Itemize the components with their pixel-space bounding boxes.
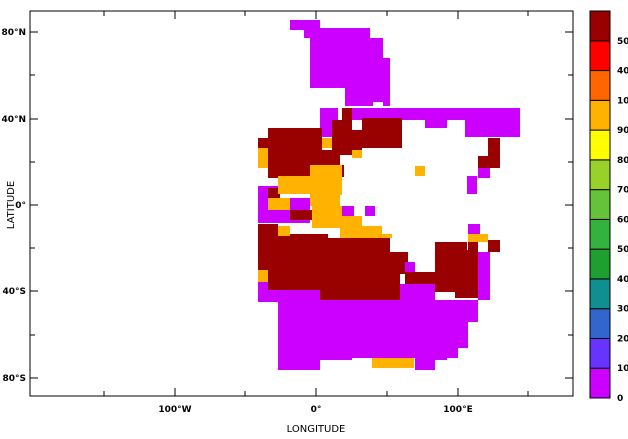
y-tick-label-80s: 80°S <box>2 374 26 384</box>
colorbar-label: 40 <box>617 275 628 285</box>
x-tick-label-100w: 100°W <box>158 405 191 415</box>
colorbar-labels: 0 10 20 30 40 50 60 70 80 90 100 400 500 <box>617 37 628 404</box>
violet-cells <box>258 20 520 234</box>
colorbar-label: 400 <box>617 67 628 77</box>
colorbar-label: 20 <box>617 334 628 344</box>
colorbar-label: 70 <box>617 186 628 196</box>
colorbar-label: 10 <box>617 364 628 374</box>
x-tick-label-0: 0° <box>311 405 322 415</box>
colorbar-box <box>589 40 611 72</box>
colorbar-label: 90 <box>617 126 628 136</box>
y-ticks <box>30 31 573 379</box>
x-tick-label-100e: 100°E <box>443 405 472 415</box>
y-tick-labels: 80°N 40°N 0° 40°S 80°S <box>1 28 26 384</box>
colorbar-box <box>589 308 611 339</box>
colorbar-box <box>589 159 611 191</box>
colorbar-label: 80 <box>617 156 628 166</box>
colorbar-box <box>589 367 611 399</box>
colorbar-label: 500 <box>617 37 628 47</box>
x-tick-labels: 100°W 0° 100°E <box>158 405 472 415</box>
data-grid <box>258 20 520 370</box>
colorbar-box <box>589 10 611 42</box>
x-ticks <box>103 11 529 396</box>
colorbar-boxes <box>589 10 611 399</box>
x-axis-title: LONGITUDE <box>287 424 346 435</box>
colorbar-box <box>589 248 611 280</box>
y-axis-title: LATITUDE <box>6 181 17 229</box>
colorbar-label: 60 <box>617 215 628 225</box>
colorbar: 0 10 20 30 40 50 60 70 80 90 100 400 500 <box>589 10 628 404</box>
y-tick-label-40s: 40°S <box>2 287 26 297</box>
colorbar-box <box>589 99 611 131</box>
colorbar-label: 50 <box>617 245 628 255</box>
y-tick-label-0: 0° <box>15 201 26 211</box>
colorbar-box <box>589 337 611 369</box>
orange-cells <box>258 138 488 368</box>
y-tick-label-80n: 80°N <box>1 28 26 38</box>
colorbar-box <box>589 129 611 161</box>
colorbar-box <box>589 189 611 220</box>
map-panel <box>29 10 574 397</box>
violet-south-cells <box>258 252 490 370</box>
colorbar-label: 30 <box>617 305 628 315</box>
colorbar-box <box>589 70 611 101</box>
colorbar-label: 100 <box>617 96 628 106</box>
y-tick-label-40n: 40°N <box>1 115 26 125</box>
colorbar-box <box>589 218 611 250</box>
colorbar-label: 0 <box>617 394 623 404</box>
colorbar-box <box>589 278 611 310</box>
white-holes <box>373 86 402 108</box>
